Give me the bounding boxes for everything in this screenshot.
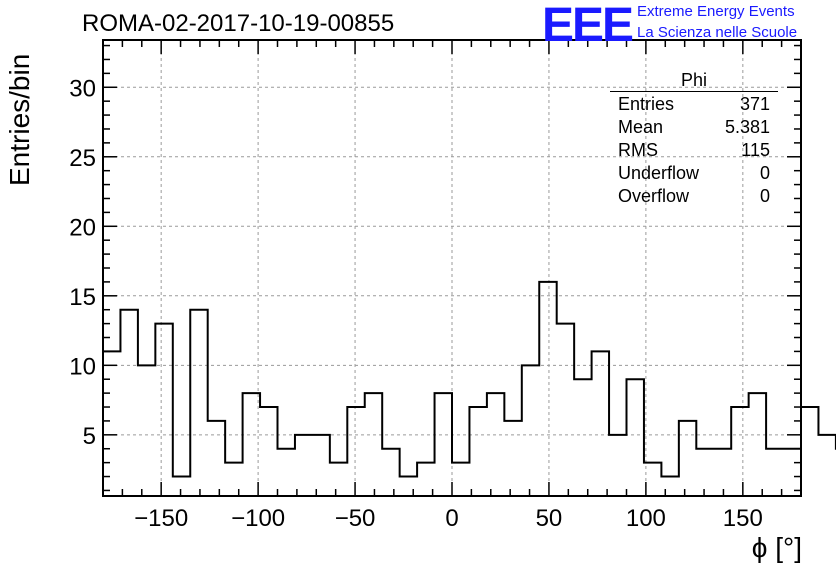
logo-text-line1: Extreme Energy Events: [637, 3, 795, 20]
stats-value: 0: [759, 186, 770, 206]
stats-value: 371: [739, 94, 770, 114]
stats-value: 0: [759, 163, 770, 183]
logo-text-line2: La Scienza nelle Scuole: [637, 24, 798, 41]
stats-row-mean: Mean 5.381: [610, 116, 778, 139]
stats-value: 115: [741, 140, 770, 160]
stats-label: Overflow: [618, 186, 690, 206]
y-tick-label: 20: [69, 214, 96, 241]
y-tick-label: 10: [69, 353, 96, 380]
x-tick-label: −50: [335, 505, 376, 532]
stats-label: Mean: [618, 117, 664, 137]
stats-label: Entries: [618, 94, 675, 114]
x-axis-label: ϕ [°]: [751, 532, 802, 563]
stats-box-name: Phi: [680, 70, 707, 90]
y-tick-label: 30: [69, 75, 96, 102]
stats-label: RMS: [618, 140, 658, 160]
stats-label: Underflow: [618, 163, 700, 183]
stats-row-overflow: Overflow 0: [610, 185, 778, 208]
eee-logo: EEE: [542, 0, 634, 52]
stats-row-underflow: Underflow 0: [610, 162, 778, 185]
y-tick-label: 25: [69, 145, 96, 172]
histogram-line: [103, 280, 836, 478]
y-tick-label: 5: [83, 423, 96, 450]
x-tick-label: 100: [626, 505, 666, 532]
x-tick-label: 50: [536, 505, 563, 532]
y-axis-label: Entries/bin: [4, 53, 35, 186]
x-tick-label: 150: [723, 505, 763, 532]
stats-row-entries: Entries 371: [610, 93, 778, 116]
x-tick-label: −150: [134, 505, 188, 532]
x-tick-label: 0: [445, 505, 458, 532]
y-tick-label: 15: [69, 284, 96, 311]
chart-title: ROMA-02-2017-10-19-00855: [82, 10, 395, 37]
x-tick-label: −100: [231, 505, 285, 532]
stats-box-divider: [610, 91, 778, 92]
stats-value: 5.381: [724, 117, 770, 137]
stats-box: Phi Entries 371 Mean 5.381 RMS 115 Under…: [610, 70, 778, 208]
stats-row-rms: RMS 115: [610, 139, 778, 162]
